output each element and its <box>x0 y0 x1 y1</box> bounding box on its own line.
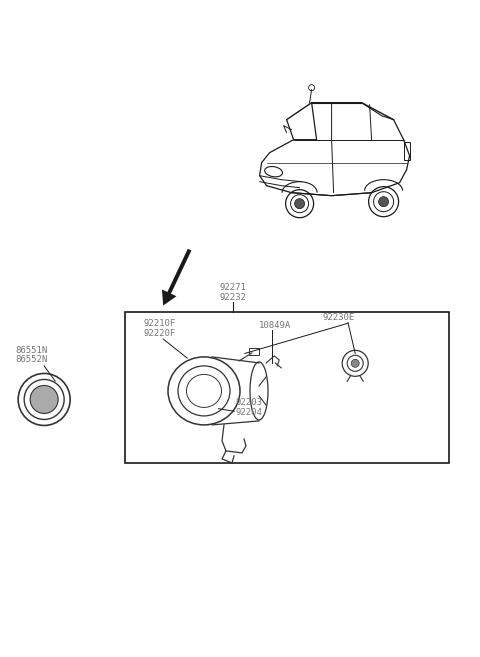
FancyArrow shape <box>162 249 192 306</box>
Text: 10849A: 10849A <box>259 321 291 330</box>
Text: 86551N: 86551N <box>15 346 48 355</box>
Bar <box>249 348 259 355</box>
Text: 92204: 92204 <box>235 407 262 417</box>
Circle shape <box>30 386 58 413</box>
Text: 92271: 92271 <box>219 283 246 292</box>
Text: 92203: 92203 <box>235 398 262 407</box>
Text: 86552N: 86552N <box>15 355 48 364</box>
Circle shape <box>351 359 359 367</box>
Text: 92210F: 92210F <box>144 319 176 328</box>
Circle shape <box>379 196 389 207</box>
Text: 92230E: 92230E <box>323 313 355 322</box>
Text: 92232: 92232 <box>219 293 246 302</box>
Text: 92220F: 92220F <box>144 328 176 338</box>
Bar <box>404 142 409 160</box>
Circle shape <box>295 198 305 209</box>
Bar <box>125 312 449 463</box>
